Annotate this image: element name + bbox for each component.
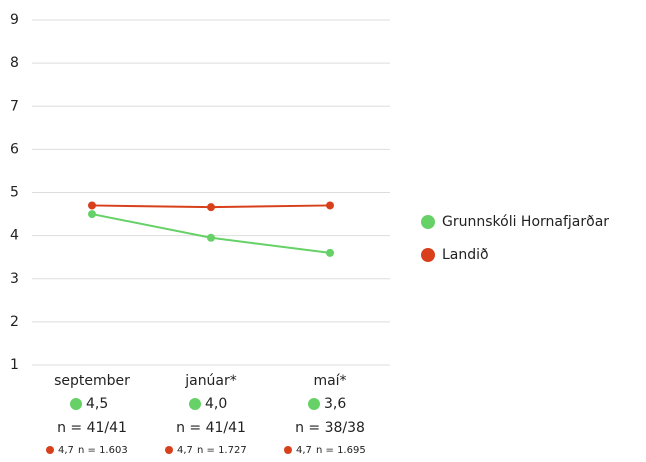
- y-tick-label: 4: [10, 228, 19, 244]
- legend-label: Landið: [442, 247, 489, 263]
- n-label: n = 41/41: [176, 420, 246, 436]
- legend-label: Grunnskóli Hornafjarðar: [442, 214, 609, 230]
- n-label: n = 41/41: [57, 420, 127, 436]
- point: [326, 201, 334, 210]
- y-tick-label: 2: [10, 314, 19, 330]
- data-label: 4,7: [58, 445, 74, 456]
- label-dot: [308, 398, 320, 410]
- label-dot: [70, 398, 82, 410]
- n-label: n = 1.695: [316, 445, 366, 456]
- data-label: 4,5: [86, 396, 108, 412]
- legend-marker: [421, 215, 435, 229]
- n-label: n = 1.727: [197, 445, 247, 456]
- label-dot: [284, 446, 292, 454]
- x-tick-label: september: [54, 373, 130, 389]
- data-label: 4,7: [296, 445, 312, 456]
- data-label: 3,6: [324, 396, 346, 412]
- label-dot: [165, 446, 173, 454]
- label-dot: [189, 398, 201, 410]
- y-tick-label: 7: [10, 98, 19, 114]
- x-tick-label: maí*: [313, 373, 346, 389]
- point: [207, 233, 215, 242]
- n-label: n = 1.603: [78, 445, 128, 456]
- legend-marker: [421, 248, 435, 262]
- point: [326, 248, 334, 257]
- n-label: n = 38/38: [295, 420, 365, 436]
- y-tick-label: 3: [10, 271, 19, 287]
- data-label: 4,7: [177, 445, 193, 456]
- point: [88, 201, 96, 210]
- point: [207, 203, 215, 212]
- y-tick-label: 1: [10, 357, 19, 373]
- label-dot: [46, 446, 54, 454]
- y-tick-label: 5: [10, 185, 19, 201]
- x-tick-label: janúar*: [184, 373, 237, 389]
- data-label: 4,0: [205, 396, 227, 412]
- y-tick-label: 9: [10, 12, 19, 28]
- series-line: [91, 213, 331, 254]
- point: [88, 210, 96, 219]
- y-tick-label: 8: [10, 55, 19, 71]
- y-tick-label: 6: [10, 141, 19, 157]
